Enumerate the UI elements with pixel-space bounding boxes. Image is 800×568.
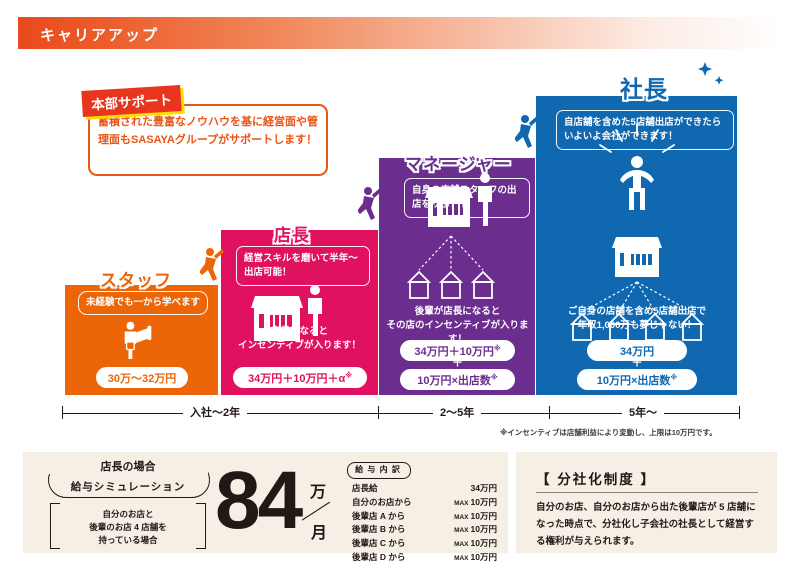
step-salary-manager-base: 34万円＋10万円※	[400, 340, 515, 361]
breakdown-row: 後輩店 B から MAX 10万円	[352, 523, 497, 537]
president-celebration-icon	[569, 123, 705, 341]
step-caption-president: ご自身の店舗を含め5店舗出店で 年収1,000万も夢じゃない！	[567, 306, 707, 331]
breakdown-row-name: 自分のお店から	[352, 496, 412, 507]
step-salary-manager-plus: ＋	[452, 357, 463, 369]
timeline-label-1: 入社〜2年	[183, 404, 248, 420]
timeline-label-3: 5年〜	[622, 404, 665, 420]
spinoff-divider	[536, 492, 758, 494]
breakdown-row-value: MAX 10万円	[454, 538, 497, 549]
timeline-tick	[549, 406, 551, 419]
breakdown-row-name: 後輩店 B から	[352, 524, 406, 535]
breakdown-row-value: MAX 10万円	[454, 524, 497, 535]
simulation-condition-box: 自分のお店と 後輩のお店 4 店舗を 持っている場合	[50, 503, 206, 549]
step-salary-staff: 30万〜32万円	[96, 367, 188, 388]
climber-icon-staff	[200, 248, 224, 281]
timeline-label-2: 2〜5年	[433, 404, 482, 420]
breakdown-row-name: 後輩店 C から	[352, 538, 406, 549]
breakdown-row-name: 店長給	[352, 483, 378, 493]
simulation-amount: 84	[215, 455, 303, 546]
step-caption-manager: 後輩が店長になると その店のインセンティブが入ります！	[386, 306, 529, 345]
spinoff-title: 【 分社化制度 】	[536, 472, 657, 487]
breakdown-label: 給 与 内 訳	[355, 465, 401, 474]
breakdown-pill	[347, 462, 411, 479]
step-salary-manager-bonus: 10万円×出店数※	[400, 369, 515, 390]
breakdown-row-value: 34万円	[470, 483, 497, 493]
step-note-staff: 未経験でも一から学べます	[78, 291, 208, 315]
support-bubble	[88, 104, 328, 176]
step-tag-manager: マネージャー	[405, 155, 512, 174]
breakdown-row-value: MAX 10万円	[454, 496, 497, 507]
step-tag-store-manager: 店長	[274, 226, 310, 245]
breakdown-row: 後輩店 A から MAX 10万円	[352, 510, 497, 524]
climber-icon-tencho	[358, 187, 382, 220]
step-salary-president-bonus: 10万円×出店数※	[577, 369, 697, 390]
spinoff-panel	[516, 452, 777, 553]
step-salary-store-manager: 34万円＋10万円＋α※	[233, 367, 367, 388]
timeline-tick	[62, 406, 64, 419]
step-tag-president: 社長	[620, 76, 668, 102]
simulation-title: 店長の場合	[48, 458, 208, 474]
step-note-president: 自店舗を含めた5店舗出店ができたらいよいよ会社ができます！	[556, 110, 734, 150]
simulation-unit-man: 万	[310, 484, 327, 501]
step-column-staff	[65, 285, 218, 395]
bracket-left	[50, 503, 60, 549]
shop-and-person-icon	[251, 285, 322, 341]
breakdown-row: 自分のお店から MAX 10万円	[352, 496, 497, 510]
step-salary-president-base: 34万円	[587, 340, 687, 361]
timeline-tick	[739, 406, 741, 419]
manager-shops-network-icon	[406, 173, 496, 299]
sparkle-icon	[698, 62, 724, 85]
simulation-subtitle: 給与シミュレーション	[70, 481, 186, 493]
timeline-tick	[378, 406, 380, 419]
breakdown-row-name: 後輩店 A から	[352, 510, 406, 521]
breakdown-row-name: 後輩店 D から	[352, 551, 406, 562]
breakdown-row: 店長給 34万円	[352, 482, 497, 496]
spinoff-body: 自分のお店、自分のお店から出た後輩店が 5 店舗になった時点で、分社化し子会社の…	[536, 502, 756, 547]
timeline-axis	[62, 413, 740, 415]
climber-icon-manager	[515, 115, 539, 148]
breakdown-row: 後輩店 C から MAX 10万円	[352, 537, 497, 551]
staff-clerk-icon	[124, 321, 152, 359]
simulation-condition: 自分のお店と 後輩のお店 4 店舗を 持っている場合	[89, 509, 167, 546]
breakdown-row-value: MAX 10万円	[454, 551, 497, 562]
simulation-unit-month: 月	[311, 525, 328, 542]
support-bubble-text: 蓄積された豊富なノウハウを基に経営面や管理面もSASAYAグループがサポートしま…	[98, 116, 318, 146]
page-title: キャリアアップ	[40, 27, 160, 44]
timeline-footnote: ※インセンティブは店舗利益により変動し、上限は10万円です。	[500, 428, 717, 437]
step-caption-store-manager: 店長になると インセンティブが入ります！	[238, 326, 361, 351]
step-note-store-manager: 経営スキルを磨いて半年〜出店可能！	[236, 246, 370, 286]
breakdown-row-value: MAX 10万円	[454, 510, 497, 521]
bracket-right	[196, 503, 206, 549]
step-note-manager: 自身の店舗スタッフの出店をサポート	[404, 178, 530, 218]
step-tag-staff: スタッフ	[100, 271, 172, 290]
breakdown-row: 後輩店 D から MAX 10万円	[352, 551, 497, 565]
step-salary-president-plus: ＋	[631, 357, 643, 369]
header-gradient-bar	[18, 17, 782, 49]
breakdown-table: 店長給 34万円 自分のお店から MAX 10万円 後輩店 A から MAX 10万円 後輩店 …	[352, 482, 497, 565]
